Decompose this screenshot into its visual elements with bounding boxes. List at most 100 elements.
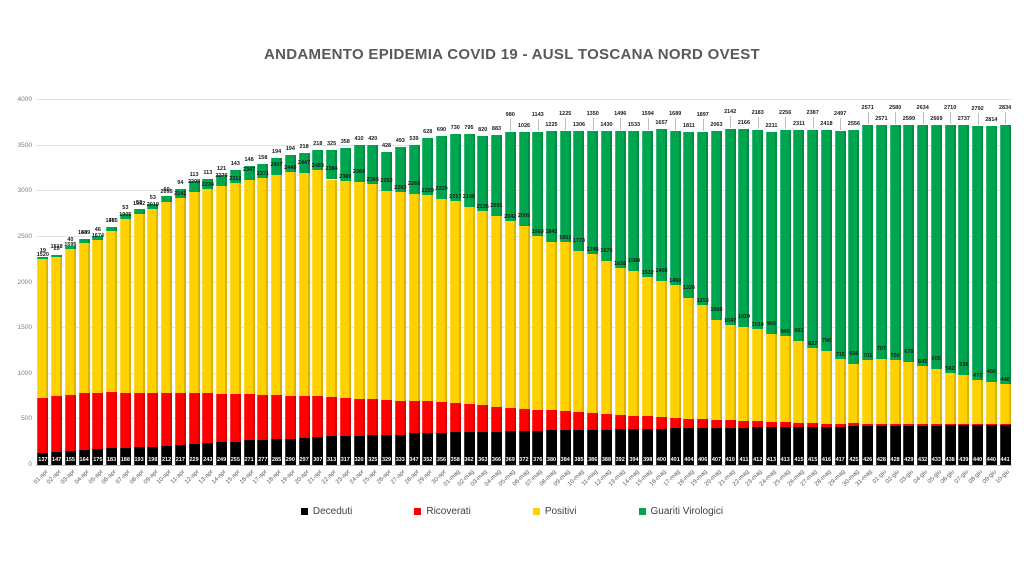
bar-segment-positivi	[573, 250, 585, 413]
bar-segment-guariti-virologici	[738, 129, 750, 327]
bar-segment-ricoverati	[655, 417, 667, 429]
x-axis-date-label: 27-apr	[390, 469, 407, 486]
deceduti-value-label: 380	[546, 457, 557, 463]
bar-segment-deceduti	[133, 447, 145, 465]
legend-swatch	[532, 508, 540, 515]
guariti-value-label: 883	[491, 126, 502, 133]
x-axis-date-label: 09-apr	[142, 469, 160, 486]
bar-segment-ricoverati	[51, 395, 63, 452]
bar-segment-positivi	[463, 206, 475, 405]
bar-segment-guariti-virologici	[271, 157, 283, 176]
positivi-value-label: 715	[835, 351, 845, 358]
bar-segment-positivi	[862, 359, 874, 424]
bar-segment-deceduti	[930, 425, 942, 465]
guariti-value-label: 218	[313, 140, 323, 147]
bar-segment-positivi	[834, 358, 846, 424]
x-axis-date-label: 02-apr	[46, 469, 63, 486]
positivi-value-label: 707	[876, 346, 886, 353]
gridline	[36, 465, 1012, 466]
bar-segment-guariti-virologici	[587, 130, 599, 255]
bar-segment-guariti-virologici	[64, 245, 76, 250]
bar-segment-ricoverati	[353, 398, 365, 436]
legend: Deceduti Ricoverati Positivi Guariti Virolo…	[0, 506, 1024, 517]
guariti-value-label: 1496	[614, 111, 627, 118]
legend-item-positivi: Positivi	[532, 506, 577, 517]
guariti-value-label: 1225	[559, 110, 572, 117]
deceduti-value-label: 413	[780, 457, 790, 463]
bar-segment-positivi	[765, 333, 777, 422]
x-axis-date-label: 06-apr	[101, 469, 118, 486]
positivi-value-label: 456	[986, 369, 996, 376]
bar-segment-ricoverati	[271, 395, 283, 439]
bar-segment-ricoverati	[78, 393, 90, 451]
label-leader-line	[922, 112, 924, 125]
bar-segment-ricoverati	[477, 405, 489, 432]
guariti-value-label: 2556	[847, 121, 861, 128]
deceduti-value-label: 388	[601, 457, 612, 463]
bar-segment-guariti-virologici	[793, 129, 805, 341]
bar-segment-deceduti	[174, 445, 186, 465]
x-axis-date-label: 25-apr	[362, 469, 380, 486]
bar-segment-deceduti	[614, 429, 626, 465]
bar-segment-guariti-virologici	[367, 145, 379, 184]
bar-segment-guariti-virologici	[724, 129, 736, 325]
bar-segment-deceduti	[848, 426, 860, 465]
guariti-value-label: 2737	[957, 116, 970, 123]
positivi-value-label: 2005	[517, 212, 531, 219]
bar-segment-ricoverati	[532, 409, 544, 431]
bar-segment-positivi	[312, 169, 324, 397]
deceduti-value-label: 277	[258, 457, 268, 463]
guariti-value-label: 1430	[600, 121, 613, 128]
bar-segment-guariti-virologici	[477, 135, 489, 211]
bar-segment-ricoverati	[958, 423, 970, 425]
guariti-value-label: 2571	[861, 105, 874, 112]
x-axis-date-label: 19-apr	[280, 469, 297, 486]
bar-segment-ricoverati	[862, 423, 874, 427]
deceduti-value-label: 440	[986, 457, 996, 463]
bar-segment-deceduti	[408, 433, 420, 465]
bar-segment-ricoverati	[312, 396, 324, 437]
bar-segment-deceduti	[985, 424, 997, 465]
bar-segment-positivi	[408, 193, 420, 401]
positivi-value-label: 536	[959, 362, 969, 369]
legend-swatch	[414, 508, 422, 515]
label-leader-line	[812, 116, 814, 129]
bar-segment-positivi	[587, 254, 599, 414]
deceduti-value-label: 404	[684, 457, 694, 463]
bar-segment-deceduti	[669, 428, 681, 465]
label-leader-line	[647, 118, 649, 131]
y-axis-tick-label: 3500	[17, 141, 32, 149]
guariti-value-label: 795	[464, 124, 474, 131]
positivi-value-label: 2091	[490, 202, 503, 209]
bar-segment-deceduti	[257, 439, 269, 465]
bar-segment-ricoverati	[161, 392, 173, 446]
bar-segment-deceduti	[903, 425, 915, 465]
bar-segment-positivi	[532, 235, 544, 410]
deceduti-value-label: 249	[216, 457, 227, 463]
bar-segment-ricoverati	[298, 396, 310, 438]
bar-segment-deceduti	[119, 447, 131, 465]
bar-segment-deceduti	[367, 435, 379, 465]
deceduti-value-label: 369	[505, 457, 515, 463]
guariti-value-label: 40	[67, 236, 74, 243]
guariti-value-label: 2063	[710, 122, 723, 129]
bar-segment-positivi	[106, 231, 118, 393]
bar-segment-deceduti	[477, 431, 489, 465]
bar-segment-positivi	[958, 375, 970, 424]
positivi-value-label: 700	[890, 353, 900, 360]
deceduti-value-label: 428	[890, 457, 900, 463]
guariti-value-label: 2599	[902, 116, 916, 123]
guariti-value-label: 730	[450, 125, 460, 132]
bar-segment-positivi	[917, 365, 929, 425]
bar-segment-deceduti	[161, 445, 173, 465]
bar-segment-positivi	[133, 213, 145, 393]
bar-segment-guariti-virologici	[106, 227, 118, 232]
deceduti-value-label: 290	[285, 457, 295, 463]
guariti-value-label: 2814	[985, 116, 998, 123]
bar-segment-deceduti	[436, 432, 448, 465]
bar-segment-deceduti	[958, 424, 970, 465]
bar-segment-deceduti	[655, 428, 667, 465]
deceduti-value-label: 193	[134, 457, 144, 463]
bar-segment-deceduti	[381, 434, 393, 465]
positivi-value-label: 1253	[696, 297, 709, 304]
